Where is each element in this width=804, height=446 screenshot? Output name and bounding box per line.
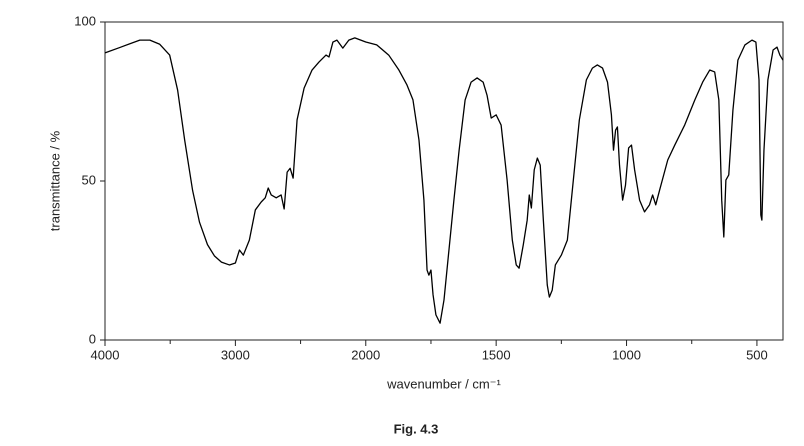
plot-frame <box>104 21 784 341</box>
x-axis-label: wavenumber / cm⁻¹ <box>386 376 501 391</box>
y-tick-label: 100 <box>74 13 96 28</box>
spectrum-line <box>104 37 784 324</box>
x-tick-label: 3000 <box>221 347 250 362</box>
x-tick-label: 1000 <box>612 347 641 362</box>
x-tick-label: 500 <box>746 347 768 362</box>
y-axis-label: transmittance / % <box>47 130 62 231</box>
x-tick-label: 1500 <box>482 347 511 362</box>
x-tick-label: 4000 <box>91 347 120 362</box>
y-tick-label: 0 <box>89 331 96 346</box>
y-tick-label: 50 <box>82 172 96 187</box>
caption: Fig. 4.3 <box>394 421 439 436</box>
x-tick-label: 2000 <box>351 347 380 362</box>
